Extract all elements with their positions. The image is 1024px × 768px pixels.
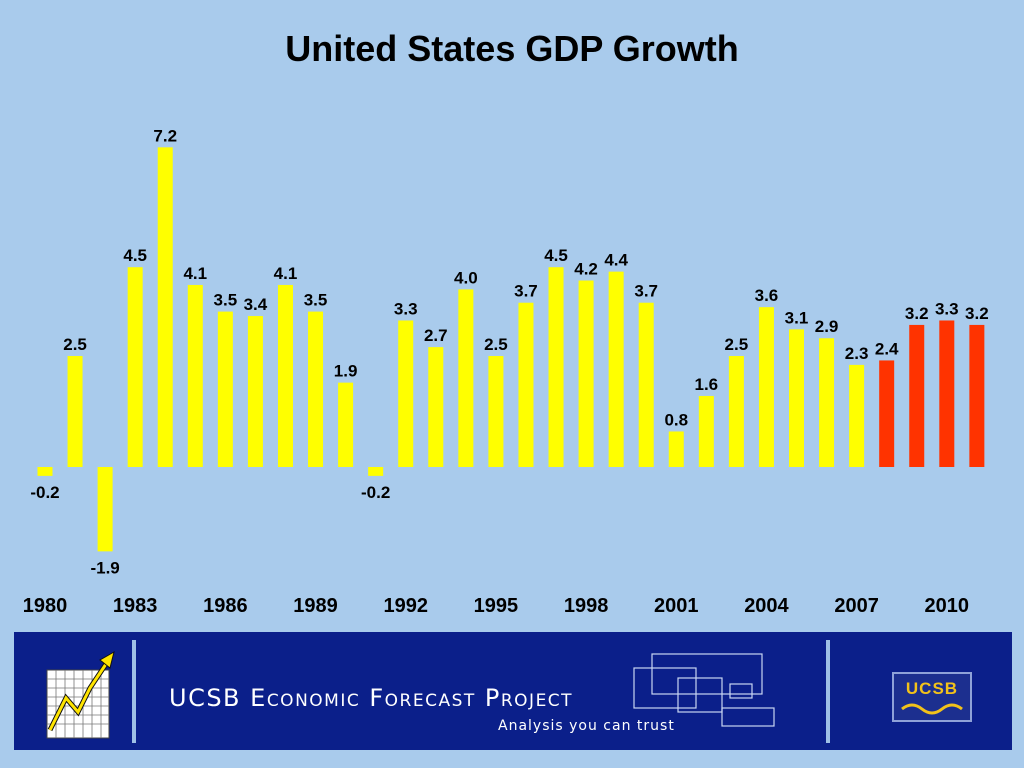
bar-value-label-1993: 2.7: [424, 326, 448, 345]
bar-value-label-1997: 4.5: [544, 246, 568, 265]
bar-value-label-2005: 3.1: [785, 308, 809, 327]
bar-value-label-2007: 2.3: [845, 344, 869, 363]
ucsb-logo-text: UCSB: [905, 679, 959, 698]
bar-value-label-2011: 3.2: [965, 304, 989, 323]
bar-value-label-1987: 3.4: [244, 295, 268, 314]
bar-value-label-1999: 4.4: [604, 251, 628, 270]
bar-1999: [608, 271, 624, 467]
bar-value-label-1989: 3.5: [304, 291, 328, 310]
bar-1992: [398, 320, 414, 467]
x-tick-label-1992: 1992: [383, 595, 428, 617]
overlapping-boxes-icon: [633, 653, 775, 727]
x-tick-label-2001: 2001: [654, 595, 699, 617]
rising-graph-logo-icon: [46, 650, 115, 739]
bar-value-label-2001: 0.8: [664, 410, 688, 429]
bar-1991: [368, 467, 384, 476]
x-tick-label-2007: 2007: [834, 595, 879, 617]
x-tick-label-2004: 2004: [744, 595, 789, 617]
footer-banner: UCSB Economic Forecast Project Analysis …: [14, 632, 1012, 750]
bar-1993: [428, 347, 444, 467]
x-tick-label-1998: 1998: [564, 595, 609, 617]
bar-1982: [97, 467, 113, 552]
bar-2009: [909, 324, 925, 467]
bar-1983: [127, 267, 143, 467]
x-tick-label-1980: 1980: [23, 595, 68, 617]
divider-left: [132, 640, 136, 743]
divider-right: [826, 640, 830, 743]
bar-value-label-1994: 4.0: [454, 268, 478, 287]
bar-value-label-1985: 4.1: [183, 264, 207, 283]
bar-1985: [187, 284, 203, 467]
bar-value-label-2000: 3.7: [634, 282, 658, 301]
bar-2011: [969, 324, 985, 467]
bar-1986: [217, 311, 233, 467]
bar-value-label-1982: -1.9: [90, 558, 119, 577]
bar-value-label-1996: 3.7: [514, 282, 538, 301]
bar-value-label-2003: 2.5: [725, 335, 749, 354]
bar-2010: [939, 320, 955, 467]
bar-value-label-2010: 3.3: [935, 299, 959, 318]
bar-value-label-1984: 7.2: [153, 126, 177, 145]
bar-1994: [458, 289, 474, 467]
x-tick-label-1983: 1983: [113, 595, 158, 617]
bar-2002: [698, 395, 714, 467]
bar-2007: [849, 364, 865, 467]
bar-1997: [548, 267, 564, 467]
bar-value-label-2006: 2.9: [815, 317, 839, 336]
bar-value-label-1986: 3.5: [214, 291, 238, 310]
bar-2000: [638, 302, 654, 467]
brand-name: UCSB Economic Forecast Project: [169, 684, 574, 712]
bar-1981: [67, 356, 83, 467]
chart-title: United States GDP Growth: [285, 28, 739, 69]
bar-value-label-1991: -0.2: [361, 483, 390, 502]
bar-value-label-1998: 4.2: [574, 260, 598, 279]
bar-1995: [488, 356, 504, 467]
bar-1984: [157, 147, 173, 467]
bar-value-label-2002: 1.6: [694, 375, 718, 394]
bar-value-label-1981: 2.5: [63, 335, 87, 354]
bar-1988: [277, 284, 293, 467]
bar-value-label-2008: 2.4: [875, 339, 899, 358]
x-tick-label-1995: 1995: [474, 595, 519, 617]
x-tick-label-1986: 1986: [203, 595, 248, 617]
wave-icon: [901, 703, 963, 715]
bar-value-label-1990: 1.9: [334, 362, 358, 381]
bar-value-label-2004: 3.6: [755, 286, 779, 305]
bar-value-label-1983: 4.5: [123, 246, 147, 265]
bar-value-label-1988: 4.1: [274, 264, 298, 283]
bar-1998: [578, 280, 594, 467]
x-tick-label-1989: 1989: [293, 595, 338, 617]
brand-tagline: Analysis you can trust: [498, 718, 675, 734]
bar-1989: [308, 311, 324, 467]
bar-value-label-2009: 3.2: [905, 304, 929, 323]
bar-value-label-1992: 3.3: [394, 299, 418, 318]
ucsb-logo: UCSB: [892, 672, 972, 722]
bar-value-label-1995: 2.5: [484, 335, 508, 354]
bar-1996: [518, 302, 534, 467]
x-tick-label-2010: 2010: [925, 595, 970, 617]
bar-1990: [338, 382, 354, 467]
bar-value-label-1980: -0.2: [30, 483, 59, 502]
bar-2003: [728, 356, 744, 467]
bar-chart: -0.2 2.5 -1.9 4.5 7.2 4.1 3.5 3.4 4.1 3.5 1.9 -0.2 3…: [23, 126, 989, 617]
bar-1980: [37, 467, 53, 476]
bar-2006: [819, 338, 835, 467]
bar-1987: [247, 316, 263, 467]
bar-2008: [879, 360, 895, 467]
bar-2001: [668, 431, 684, 467]
bar-2005: [789, 329, 804, 467]
bar-2004: [758, 307, 774, 467]
